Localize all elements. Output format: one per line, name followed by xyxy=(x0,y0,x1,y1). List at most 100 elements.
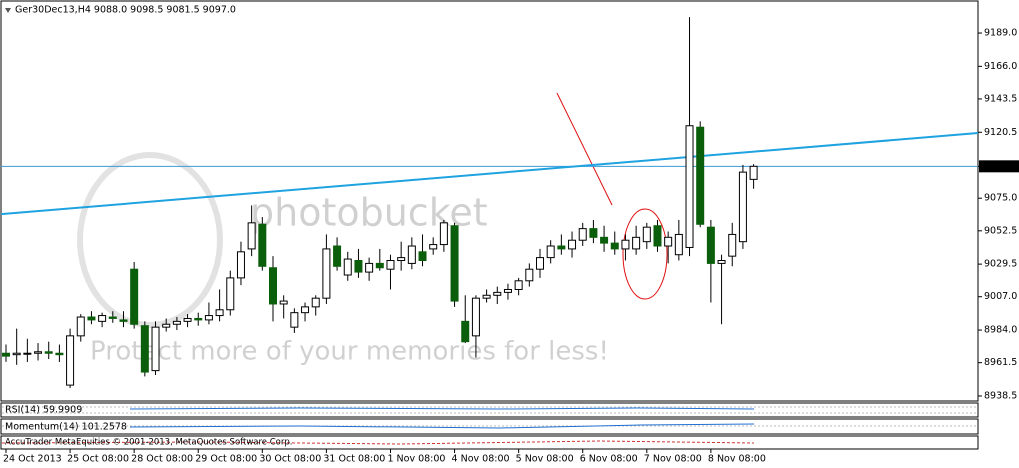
candle-body xyxy=(87,316,96,321)
candle-body xyxy=(130,268,139,325)
x-tick-label: 8 Nov 08:00 xyxy=(708,454,766,465)
candle-body xyxy=(685,125,694,248)
candle-body xyxy=(23,352,32,355)
annotation-arrow xyxy=(556,92,613,206)
candle-body xyxy=(632,236,641,250)
candle-body xyxy=(311,297,320,308)
candle-body xyxy=(706,226,715,264)
candle-body xyxy=(696,126,705,225)
candle-body xyxy=(258,223,267,267)
momentum-panel xyxy=(0,418,979,435)
x-tick-label: 24 Oct 2013 xyxy=(3,454,62,465)
candle-body xyxy=(301,306,310,314)
candle-body xyxy=(429,244,438,250)
watermark-logo xyxy=(77,152,223,328)
candle-body xyxy=(557,245,566,250)
candle-body xyxy=(514,280,523,290)
current-price-box xyxy=(979,160,1019,173)
candle-body xyxy=(98,315,107,322)
candle-body xyxy=(568,239,577,250)
candle-body xyxy=(12,352,21,356)
candle-body xyxy=(749,165,758,180)
header-icon xyxy=(5,8,11,13)
candle-body xyxy=(386,260,395,270)
candle-body xyxy=(578,228,587,241)
candle-body xyxy=(674,233,683,256)
x-tick-label: 25 Oct 08:00 xyxy=(67,454,129,465)
candle-body xyxy=(738,171,747,243)
candle-body xyxy=(450,225,459,302)
candle-body xyxy=(108,316,117,319)
candle-body xyxy=(226,277,235,311)
x-tick-label: 31 Oct 08:00 xyxy=(323,454,385,465)
candle-body xyxy=(247,222,256,250)
candle-body xyxy=(140,325,149,373)
candle-body xyxy=(333,245,342,267)
candle-body xyxy=(55,352,64,356)
candle-body xyxy=(2,352,10,357)
candle-body xyxy=(600,236,609,244)
y-tick-label: 9120.5 xyxy=(984,127,1017,138)
candle-body xyxy=(354,260,363,273)
candle-body xyxy=(215,309,224,317)
candle-body xyxy=(343,258,352,276)
x-tick-label: 1 Nov 08:00 xyxy=(387,454,445,465)
candle-body xyxy=(642,226,651,243)
panel-label: Momentum(14) 101.2578 xyxy=(5,422,127,433)
candle-body xyxy=(34,351,43,354)
candle-body xyxy=(664,236,673,247)
candle-body xyxy=(365,262,374,273)
y-tick-label: 9143.5 xyxy=(984,93,1017,104)
candle-body xyxy=(728,233,737,257)
x-tick-label: 29 Oct 08:00 xyxy=(195,454,257,465)
candle-body xyxy=(269,267,277,305)
candle-body xyxy=(503,288,512,293)
trendline xyxy=(0,132,979,216)
y-tick-label: 9029.5 xyxy=(984,259,1017,270)
annotation-ellipse xyxy=(622,208,668,300)
candle-body xyxy=(536,257,544,270)
watermark-text: photobucket xyxy=(250,191,488,235)
x-tick-label: 4 Nov 08:00 xyxy=(452,454,510,465)
candle-body xyxy=(418,251,427,262)
y-tick-label: 9075.0 xyxy=(984,193,1017,204)
candle-body xyxy=(717,260,726,264)
candle-body xyxy=(44,351,53,354)
candle-body xyxy=(471,297,480,337)
chart-header: Ger30Dec13,H4 9088.0 9098.5 9081.5 9097.… xyxy=(15,5,236,16)
x-tick-label: 28 Oct 08:00 xyxy=(131,454,193,465)
momentum-line xyxy=(129,423,755,429)
candle-body xyxy=(397,257,406,262)
x-tick-label: 7 Nov 08:00 xyxy=(644,454,702,465)
accutrader-panel xyxy=(0,435,979,450)
candle-body xyxy=(162,323,171,328)
candle-body xyxy=(172,320,181,325)
candle-body xyxy=(204,315,213,321)
y-tick-label: 8961.5 xyxy=(984,357,1017,368)
candle-body xyxy=(183,317,192,322)
y-tick-label: 9166.0 xyxy=(984,61,1017,72)
candle-body xyxy=(439,222,448,246)
y-tick-label: 8984.0 xyxy=(984,325,1017,336)
x-tick-label: 30 Oct 08:00 xyxy=(259,454,321,465)
candle-body xyxy=(322,248,331,299)
candle-body xyxy=(194,317,203,321)
y-tick-label: 9007.0 xyxy=(984,291,1017,302)
candle-body xyxy=(66,335,75,386)
candle-body xyxy=(290,312,299,328)
candle-body xyxy=(493,291,502,296)
rsi-panel xyxy=(0,402,979,418)
candle-body xyxy=(546,245,555,259)
candle-body xyxy=(610,242,619,250)
x-tick-label: 5 Nov 08:00 xyxy=(516,454,574,465)
candle-body xyxy=(407,245,416,264)
candle-body xyxy=(151,326,160,372)
y-tick-label: 9097.0 xyxy=(984,161,1017,172)
candle-body xyxy=(119,319,128,322)
x-tick-label: 6 Nov 08:00 xyxy=(580,454,638,465)
candle-body xyxy=(236,251,245,279)
watermark-text: Protect more of your memories for less! xyxy=(90,337,609,367)
watermark: photobucket Protect more of your memorie… xyxy=(77,152,609,367)
